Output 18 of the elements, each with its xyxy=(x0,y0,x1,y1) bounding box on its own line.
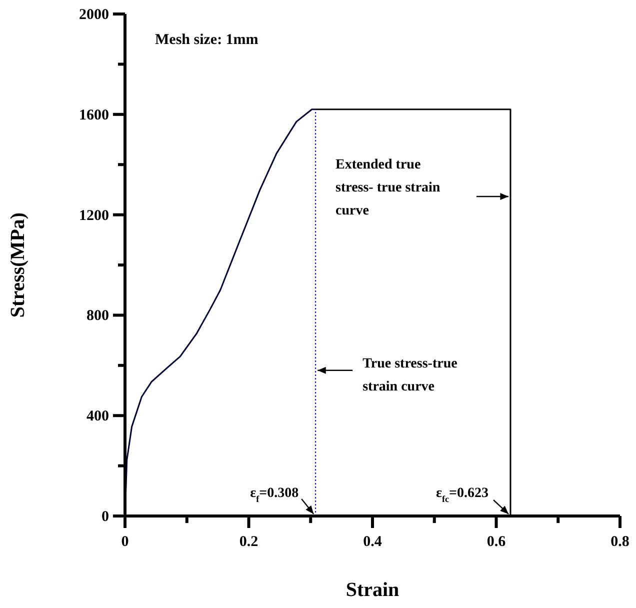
y-axis-title: Stress(MPa) xyxy=(7,212,29,318)
annotation: True stress-true strain curve xyxy=(362,356,458,394)
x-axis-title: Strain xyxy=(346,579,400,601)
y-tick-label: 1200 xyxy=(79,208,109,224)
annotation: Extended true stress- true strain curve xyxy=(336,158,440,218)
y-tick-label: 1600 xyxy=(79,107,109,124)
text: Mesh size: 1mm xyxy=(155,32,259,48)
annotation: ε$_{fc}$=0.623 xyxy=(436,486,488,504)
x-tick-label: 0.2 xyxy=(239,534,258,550)
y-tick-label: 400 xyxy=(86,408,109,425)
x-tick-label: 0.4 xyxy=(363,534,382,550)
x-tick-label: 0.6 xyxy=(486,534,506,550)
x-tick-label: 0 xyxy=(121,534,129,550)
y-tick-label: 2000 xyxy=(79,7,109,23)
y-tick-label: 800 xyxy=(86,308,109,324)
annotation: ε$_{f}$=0.308 xyxy=(250,486,299,504)
y-tick-label: 0 xyxy=(102,509,109,525)
x-tick-label: 0.8 xyxy=(610,534,630,550)
